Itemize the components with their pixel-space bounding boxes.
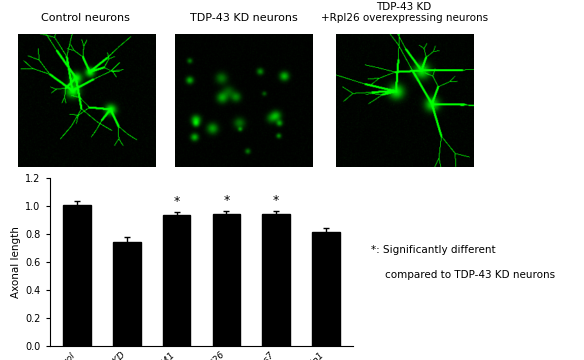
Y-axis label: Axonal length: Axonal length xyxy=(11,226,21,298)
Bar xyxy=(163,215,190,346)
Bar xyxy=(312,232,339,346)
Text: *: * xyxy=(173,195,180,208)
Text: TDP-43 KD
+Rpl26 overexpressing neurons: TDP-43 KD +Rpl26 overexpressing neurons xyxy=(321,2,488,23)
Text: compared to TDP-43 KD neurons: compared to TDP-43 KD neurons xyxy=(385,270,555,280)
Text: *: * xyxy=(273,194,279,207)
Text: *: * xyxy=(223,194,230,207)
Text: Control neurons: Control neurons xyxy=(41,13,130,23)
Text: *: Significantly different: *: Significantly different xyxy=(371,245,495,255)
Bar xyxy=(262,214,290,346)
Text: TDP-43 KD neurons: TDP-43 KD neurons xyxy=(190,13,298,23)
Bar xyxy=(113,242,141,346)
Bar xyxy=(64,205,91,346)
Bar xyxy=(213,214,240,346)
